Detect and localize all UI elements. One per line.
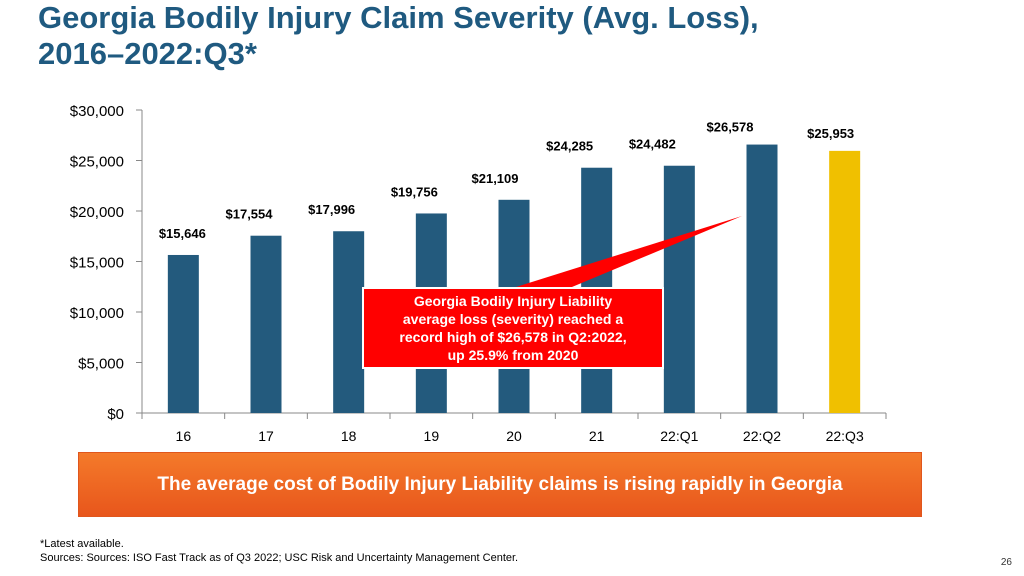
- title-line-2: 2016–2022:Q3*: [38, 36, 257, 71]
- bar-chart: $0 $5,000 $10,000 $15,000 $20,000 $25,000 $30,…: [70, 103, 887, 444]
- data-label: $24,482: [629, 137, 676, 152]
- x-tick-label: 21: [589, 428, 605, 444]
- x-tick-label: 18: [341, 428, 357, 444]
- callout-text-line: up 25.9% from 2020: [448, 347, 579, 363]
- x-tick-label: 16: [176, 428, 192, 444]
- title-line-1: Georgia Bodily Injury Claim Severity (Av…: [38, 0, 759, 35]
- x-tick-label: 22:Q1: [660, 428, 698, 444]
- bar: [746, 144, 778, 413]
- data-label: $24,285: [546, 139, 593, 154]
- summary-banner: The average cost of Bodily Injury Liabil…: [79, 453, 921, 516]
- page-title: Georgia Bodily Injury Claim Severity (Av…: [38, 0, 938, 72]
- x-tick-label: 22:Q2: [743, 428, 781, 444]
- callout: Georgia Bodily Injury Liability average l…: [362, 216, 742, 369]
- x-tick-label: 20: [506, 428, 522, 444]
- callout-text-line: record high of $26,578 in Q2:2022,: [399, 329, 626, 345]
- bar: [829, 150, 861, 413]
- y-axis: $0 $5,000 $10,000 $15,000 $20,000 $25,000 $30,…: [70, 103, 143, 423]
- callout-pointer: [500, 216, 742, 292]
- banner-text: The average cost of Bodily Injury Liabil…: [157, 473, 843, 495]
- callout-text-line: average loss (severity) reached a: [403, 311, 623, 327]
- y-tick-label: $5,000: [78, 356, 124, 373]
- bar: [663, 165, 695, 413]
- data-label: $19,756: [391, 184, 438, 199]
- bars: [167, 144, 861, 413]
- bar: [250, 235, 282, 413]
- data-label: $17,554: [226, 207, 274, 222]
- x-tick-label: 22:Q3: [826, 428, 864, 444]
- y-tick-label: $15,000: [70, 255, 124, 272]
- y-tick-label: $25,000: [70, 154, 124, 171]
- data-labels: $15,646 $17,554 $17,996 $19,756 $21,109 $24,2…: [159, 120, 854, 241]
- footnote-sources: Sources: Sources: ISO Fast Track as of Q…: [40, 552, 519, 564]
- callout-text-line: Georgia Bodily Injury Liability: [414, 293, 613, 309]
- footnote-latest: *Latest available.: [40, 538, 124, 550]
- x-tick-label: 19: [424, 428, 440, 444]
- page-number: 26: [1000, 557, 1012, 568]
- data-label: $17,996: [308, 202, 355, 217]
- x-tick-label: 17: [258, 428, 274, 444]
- data-label: $15,646: [159, 226, 206, 241]
- y-tick-label: $10,000: [70, 305, 124, 322]
- data-label: $26,578: [707, 120, 754, 135]
- y-tick-label: $0: [107, 406, 124, 423]
- data-label: $25,953: [807, 126, 854, 141]
- data-label: $21,109: [472, 171, 519, 186]
- y-tick-label: $20,000: [70, 204, 124, 221]
- callout-box: [362, 287, 664, 369]
- bar: [167, 254, 199, 413]
- y-tick-label: $30,000: [70, 103, 124, 120]
- bar: [333, 231, 365, 413]
- x-axis: 16 17 18 19 20 21 22:Q1 22:Q2 22:Q3: [141, 412, 887, 444]
- footnote: *Latest available. Sources: Sources: ISO…: [40, 537, 518, 565]
